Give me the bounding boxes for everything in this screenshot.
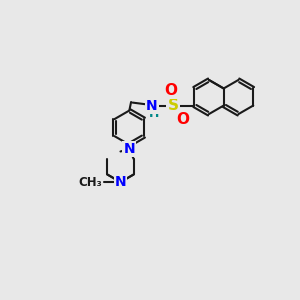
Text: N: N <box>115 175 126 189</box>
Text: O: O <box>177 112 190 127</box>
Text: H: H <box>149 107 159 120</box>
Text: N: N <box>124 142 135 156</box>
Text: S: S <box>167 98 178 113</box>
Text: N: N <box>146 98 158 112</box>
Text: O: O <box>164 83 177 98</box>
Text: CH₃: CH₃ <box>78 176 102 189</box>
